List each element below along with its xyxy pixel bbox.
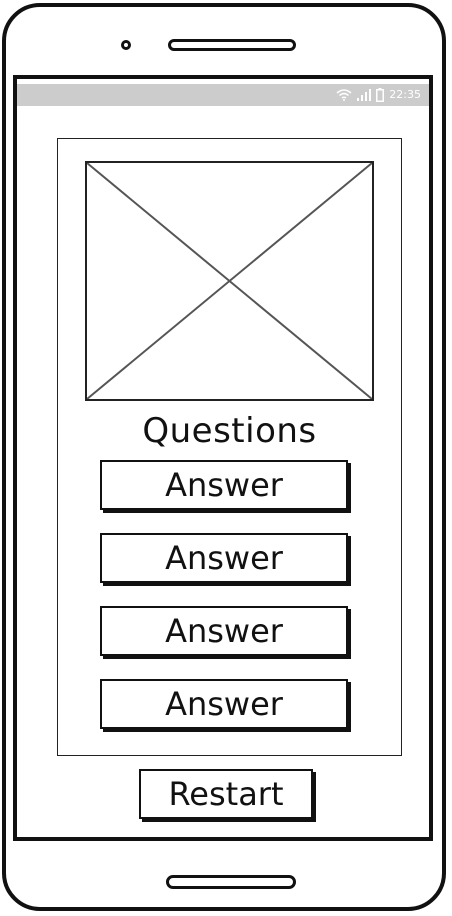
answer-button-4[interactable]: Answer [100,679,348,729]
question-text: Questions [142,411,317,451]
signal-icon [357,89,372,101]
phone-screen: 22:35 Questions Answer Answer Answer Ans… [13,75,433,841]
battery-icon [376,88,385,102]
answer-button-1[interactable]: Answer [100,460,348,510]
answer-button-2[interactable]: Answer [100,533,348,583]
front-camera [121,40,131,50]
image-placeholder-icon [85,161,374,401]
status-bar: 22:35 [17,84,429,106]
earpiece-speaker [168,39,296,51]
answer-button-3[interactable]: Answer [100,606,348,656]
quiz-card: Questions Answer Answer Answer Answer [57,138,402,756]
status-time: 22:35 [389,88,421,101]
wifi-icon [336,89,352,101]
restart-button[interactable]: Restart [139,769,313,819]
home-button[interactable] [166,875,296,889]
